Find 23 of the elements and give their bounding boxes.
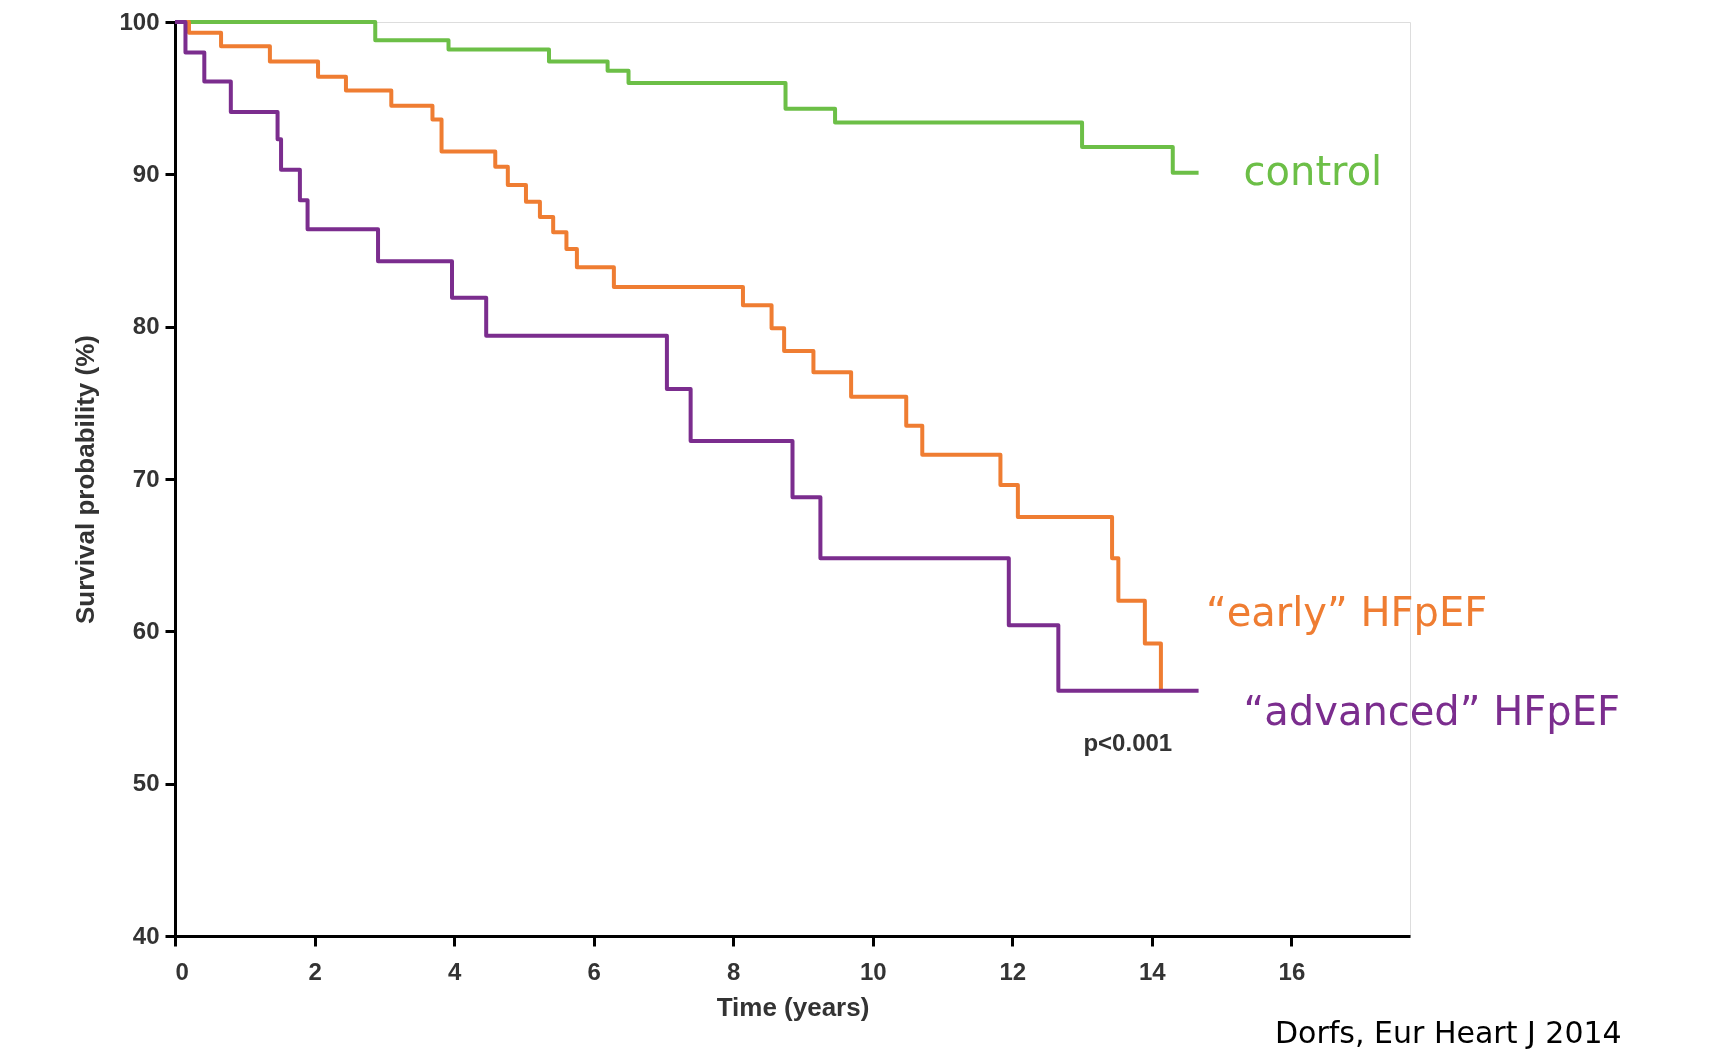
series-label: control bbox=[1243, 147, 1383, 194]
x-tick-label: 10 bbox=[859, 957, 887, 985]
x-tick-label: 16 bbox=[1278, 957, 1306, 985]
x-tick-label: 8 bbox=[727, 957, 741, 985]
x-tick-label: 14 bbox=[1138, 957, 1167, 985]
x-tick-label: 2 bbox=[308, 957, 322, 985]
y-tick-label: 80 bbox=[132, 312, 160, 340]
x-tick-label: 12 bbox=[999, 957, 1027, 985]
y-tick-label: 60 bbox=[132, 616, 160, 644]
x-tick-label: 0 bbox=[175, 957, 189, 985]
x-tick-label: 4 bbox=[447, 957, 462, 985]
x-tick-label: 6 bbox=[587, 957, 601, 985]
series-label: “early” HFpEF bbox=[1205, 589, 1488, 636]
annotation: p<0.001 bbox=[1083, 729, 1173, 757]
y-tick-label: 100 bbox=[119, 7, 160, 35]
series-label: “advanced” HFpEF bbox=[1243, 687, 1620, 734]
y-tick-label: 70 bbox=[132, 464, 160, 492]
y-tick-label: 90 bbox=[132, 159, 160, 187]
y-tick-label: 50 bbox=[132, 769, 160, 797]
x-axis-title: Time (years) bbox=[716, 991, 870, 1022]
text: Dorfs, Eur Heart J 2014 bbox=[1275, 1015, 1622, 1050]
y-axis-title: Survival probability (%) bbox=[70, 335, 101, 624]
y-tick-label: 40 bbox=[132, 921, 160, 949]
